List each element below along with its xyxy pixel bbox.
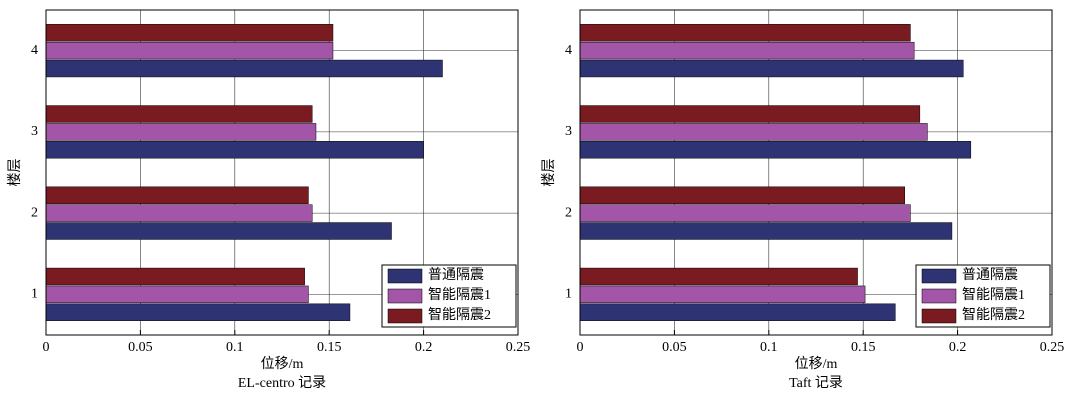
legend-label: 普通隔震 xyxy=(962,267,1018,283)
x-axis-label: 位移/m xyxy=(795,356,838,372)
bar xyxy=(579,123,928,141)
legend-swatch xyxy=(387,288,423,304)
plot-frame xyxy=(579,9,1053,336)
y-tick-label: 4 xyxy=(565,43,572,58)
x-tick-label: 0.1 xyxy=(226,340,244,355)
legend-swatch xyxy=(921,268,957,284)
x-tick-label: 0.15 xyxy=(317,340,342,355)
bar xyxy=(579,204,911,222)
bar xyxy=(45,141,424,159)
y-tick-label: 3 xyxy=(31,124,38,139)
bar xyxy=(579,141,972,159)
bar xyxy=(579,105,921,123)
y-tick-label: 4 xyxy=(31,43,38,58)
bar xyxy=(45,41,334,60)
bar xyxy=(579,285,866,304)
bar xyxy=(579,222,953,240)
y-tick-label: 3 xyxy=(565,124,572,139)
x-tick-label: 0.05 xyxy=(662,340,687,355)
plot-frame xyxy=(45,9,519,336)
legend-label: 智能隔震1 xyxy=(428,287,491,303)
y-tick-label: 2 xyxy=(565,205,572,220)
y-tick-label: 1 xyxy=(565,287,572,302)
x-tick-label: 0.25 xyxy=(506,340,531,355)
legend-label: 普通隔震 xyxy=(428,267,484,283)
bar xyxy=(579,267,858,286)
x-tick-label: 0.05 xyxy=(128,340,153,355)
legend-swatch xyxy=(387,268,423,284)
x-tick-label: 0.2 xyxy=(949,340,967,355)
legend-swatch xyxy=(921,308,957,324)
y-tick-label: 2 xyxy=(31,205,38,220)
x-axis-label: 位移/m xyxy=(261,356,304,372)
bar xyxy=(45,123,317,141)
x-tick-label: 0 xyxy=(577,340,584,355)
bar xyxy=(45,59,443,78)
y-axis-label: 楼层 xyxy=(7,159,23,187)
y-tick-label: 1 xyxy=(31,287,38,302)
legend-swatch xyxy=(387,308,423,324)
x-tick-label: 0 xyxy=(43,340,50,355)
x-tick-label: 0.15 xyxy=(851,340,876,355)
x-tick-label: 0.1 xyxy=(760,340,778,355)
bar xyxy=(45,204,313,222)
bar xyxy=(45,303,351,321)
x-tick-label: 0.25 xyxy=(1040,340,1065,355)
legend-label: 智能隔震2 xyxy=(428,307,491,323)
y-axis-label: 楼层 xyxy=(541,159,557,187)
bar xyxy=(579,303,896,321)
bar xyxy=(579,186,905,204)
bar xyxy=(579,59,964,78)
bar xyxy=(579,24,911,42)
x-tick-label: 0.2 xyxy=(415,340,433,355)
legend-label: 智能隔震1 xyxy=(962,287,1025,303)
legend-swatch xyxy=(921,288,957,304)
bar xyxy=(45,285,309,304)
chart-title: EL-centro 记录 xyxy=(238,375,326,391)
bar xyxy=(45,105,313,123)
bar xyxy=(45,222,392,240)
bar xyxy=(579,41,915,60)
bar xyxy=(45,186,309,204)
bar xyxy=(45,267,305,286)
legend-label: 智能隔震2 xyxy=(962,307,1025,323)
bar xyxy=(45,24,334,42)
chart-title: Taft 记录 xyxy=(789,375,843,391)
